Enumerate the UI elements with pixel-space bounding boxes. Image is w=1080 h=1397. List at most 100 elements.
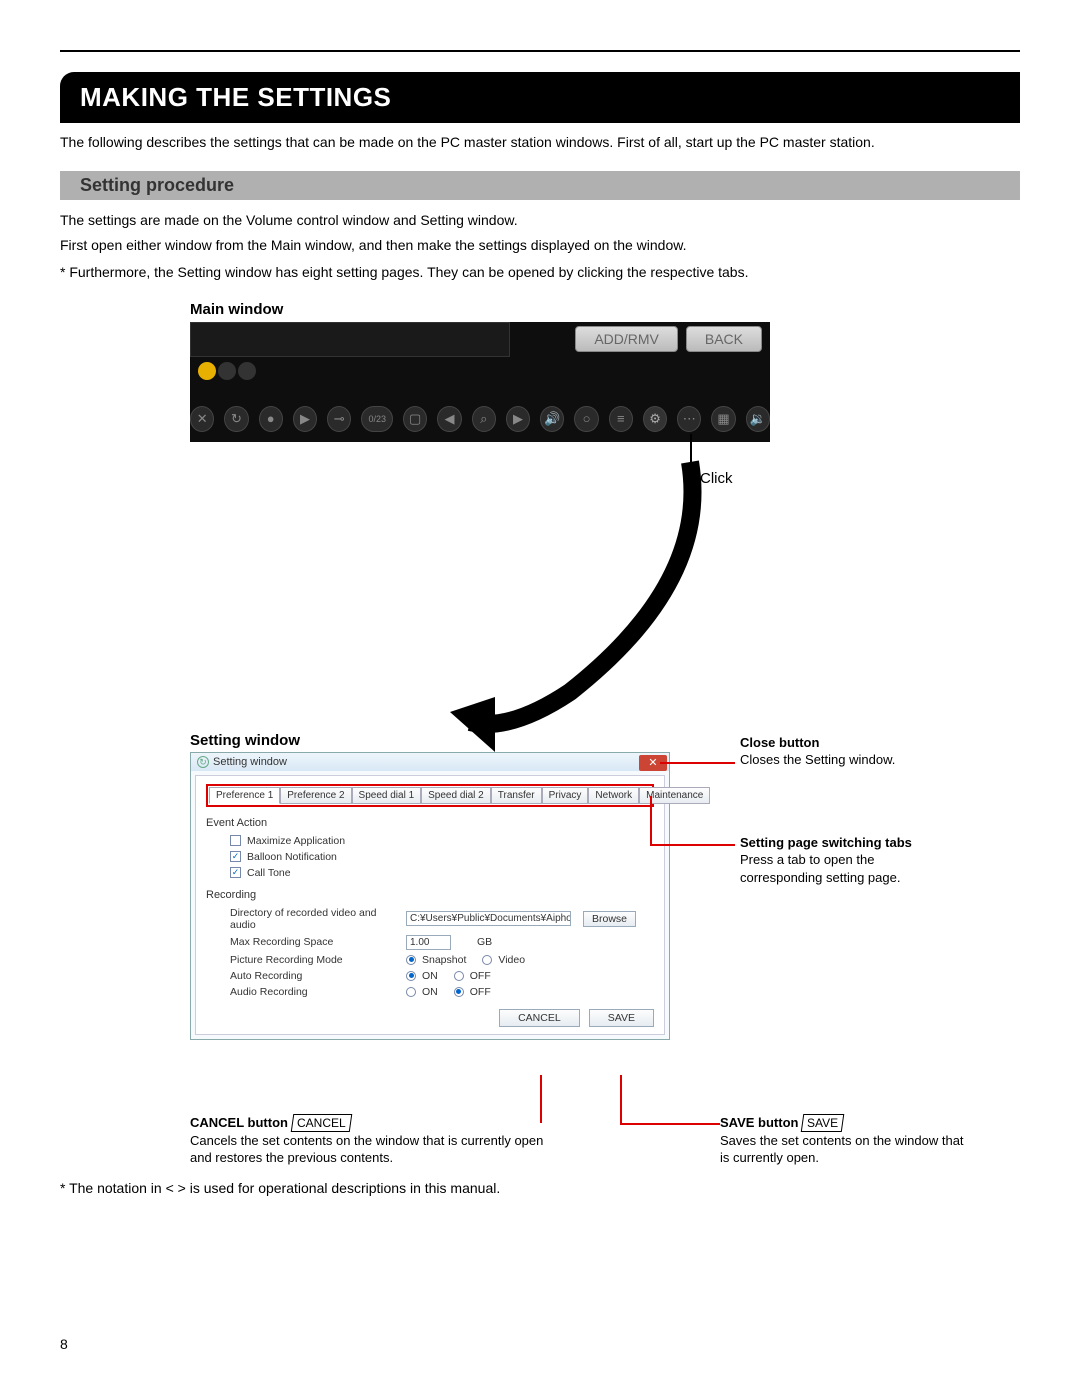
tab-speed-dial-2[interactable]: Speed dial 2	[421, 787, 491, 804]
lbl-balloon: Balloon Notification	[247, 851, 337, 863]
call-icon[interactable]: ↻	[224, 406, 248, 432]
tab-preference-1[interactable]: Preference 1	[209, 787, 280, 804]
max-unit: GB	[477, 936, 492, 948]
cancel-button[interactable]: CANCEL	[499, 1009, 580, 1027]
chk-maximize[interactable]	[230, 835, 241, 846]
tab-transfer[interactable]: Transfer	[491, 787, 542, 804]
callout-close-title: Close button	[740, 734, 990, 752]
setting-inner: Preference 1 Preference 2 Speed dial 1 S…	[195, 775, 665, 1035]
back-button[interactable]: BACK	[686, 326, 762, 352]
group-recording: Recording Directory of recorded video an…	[206, 889, 654, 998]
callout-tabs-body2: corresponding setting page.	[740, 869, 1000, 887]
chip-x1[interactable]	[198, 362, 216, 380]
group1-title: Event Action	[206, 817, 654, 829]
close-icon[interactable]: ✕	[190, 406, 214, 432]
callout-cancel-body1: Cancels the set contents on the window t…	[190, 1132, 640, 1150]
callout-save-btn: SAVE	[801, 1114, 845, 1132]
setting-window-label: Setting window	[190, 732, 300, 749]
radio-audio-on[interactable]	[406, 987, 416, 997]
callout-close: Close button Closes the Setting window.	[740, 734, 990, 769]
main-top-buttons: ADD/RMV BACK	[575, 326, 762, 352]
lbl-maximize: Maximize Application	[247, 835, 345, 847]
key-icon[interactable]: ⊸	[327, 406, 351, 432]
tab-preference-2[interactable]: Preference 2	[280, 787, 351, 804]
list-icon[interactable]: ≡	[609, 406, 633, 432]
dir-field[interactable]: C:¥Users¥Public¥Documents¥Aiphone_PCM	[406, 911, 571, 926]
broadcast-icon[interactable]: 🔊	[540, 406, 564, 432]
callout-cancel: CANCEL button CANCEL Cancels the set con…	[190, 1114, 640, 1167]
left-icon[interactable]: ◀	[437, 406, 461, 432]
setting-titlebar: ↻ Setting window ✕	[191, 753, 669, 771]
main-icon-strip: ✕ ↻ ● ▶ ⊸ 0/23 ▢ ◀ ⌕ ▶ 🔊 ○ ≡ ⚙ ⋯ ▦ 🔉	[190, 406, 770, 432]
callout-cancel-title: CANCEL button	[190, 1115, 288, 1130]
dots-icon[interactable]: ⋯	[677, 406, 701, 432]
zoom-chips	[198, 362, 256, 380]
section-heading: Setting procedure	[60, 171, 1020, 200]
radio-video[interactable]	[482, 955, 492, 965]
window-buttons: CANCEL SAVE	[206, 1012, 654, 1024]
max-field[interactable]: 1.00	[406, 935, 451, 950]
setting-window-title: Setting window	[213, 756, 287, 768]
pic-label: Picture Recording Mode	[230, 954, 400, 966]
callout-save: SAVE button SAVE Saves the set contents …	[720, 1114, 1040, 1167]
person-icon[interactable]: ▢	[403, 406, 427, 432]
curved-arrow-icon	[450, 452, 750, 752]
lbl-auto-on: ON	[422, 970, 438, 982]
radio-audio-off[interactable]	[454, 987, 464, 997]
record-icon[interactable]: ●	[259, 406, 283, 432]
lbl-video: Video	[498, 954, 525, 966]
zoom-icon[interactable]: ⌕	[472, 406, 496, 432]
lbl-snapshot: Snapshot	[422, 954, 466, 966]
refresh-icon[interactable]: ↻	[197, 756, 209, 768]
circle-icon[interactable]: ○	[574, 406, 598, 432]
counter-icon[interactable]: 0/23	[361, 406, 393, 432]
top-rule	[60, 50, 1020, 52]
right-icon[interactable]: ▶	[506, 406, 530, 432]
group-event-action: Event Action Maximize Application ✓ Ballo…	[206, 817, 654, 879]
callout-save-body2: is currently open.	[720, 1149, 1040, 1167]
tab-privacy[interactable]: Privacy	[542, 787, 589, 804]
chip-x3[interactable]	[238, 362, 256, 380]
group2-title: Recording	[206, 889, 654, 901]
speaker-icon[interactable]: 🔉	[746, 406, 770, 432]
radio-auto-on[interactable]	[406, 971, 416, 981]
note-tabs: * Furthermore, the Setting window has ei…	[60, 262, 1020, 283]
radio-snapshot[interactable]	[406, 955, 416, 965]
setting-window: ↻ Setting window ✕ Preference 1 Preferen…	[190, 752, 670, 1040]
callout-tabs: Setting page switching tabs Press a tab …	[740, 834, 1000, 887]
tool-icon[interactable]: ⚙	[643, 406, 667, 432]
add-rmv-button[interactable]: ADD/RMV	[575, 326, 678, 352]
chk-balloon[interactable]: ✓	[230, 851, 241, 862]
tab-speed-dial-1[interactable]: Speed dial 1	[352, 787, 422, 804]
body-line-1: The settings are made on the Volume cont…	[60, 210, 1020, 231]
callout-tabs-title: Setting page switching tabs	[740, 834, 1000, 852]
main-window-screenshot: ADD/RMV BACK ✕ ↻ ● ▶ ⊸ 0/23 ▢ ◀ ⌕ ▶ 🔊 ○ …	[190, 322, 770, 442]
radio-auto-off[interactable]	[454, 971, 464, 981]
callout-close-body: Closes the Setting window.	[740, 751, 990, 769]
callout-cancel-btn: CANCEL	[290, 1114, 351, 1132]
play-icon[interactable]: ▶	[293, 406, 317, 432]
callout-save-title: SAVE button	[720, 1115, 798, 1130]
lbl-audio-off: OFF	[470, 986, 491, 998]
grid-icon[interactable]: ▦	[711, 406, 735, 432]
page-title-banner: MAKING THE SETTINGS	[60, 72, 1020, 123]
setting-window-wrap: Setting window ↻ Setting window ✕ Prefer…	[190, 752, 1020, 1040]
lbl-calltone: Call Tone	[247, 867, 291, 879]
dir-label: Directory of recorded video and audio	[230, 907, 400, 931]
callout-cancel-body2: and restores the previous contents.	[190, 1149, 640, 1167]
chk-calltone[interactable]: ✓	[230, 867, 241, 878]
lbl-auto-off: OFF	[470, 970, 491, 982]
tabs-callout-h	[650, 844, 735, 846]
close-callout-line	[660, 762, 735, 764]
tabs-callout-v	[650, 796, 652, 844]
intro-text: The following describes the settings tha…	[60, 133, 1020, 153]
click-arrow-area: Click	[190, 442, 1020, 752]
main-window-label: Main window	[190, 301, 1020, 318]
callout-tabs-body1: Press a tab to open the	[740, 851, 1000, 869]
auto-label: Auto Recording	[230, 970, 400, 982]
chip-x2[interactable]	[218, 362, 236, 380]
main-dark-panel	[190, 322, 510, 357]
browse-button[interactable]: Browse	[583, 911, 636, 927]
save-button[interactable]: SAVE	[589, 1009, 654, 1027]
tab-network[interactable]: Network	[588, 787, 639, 804]
